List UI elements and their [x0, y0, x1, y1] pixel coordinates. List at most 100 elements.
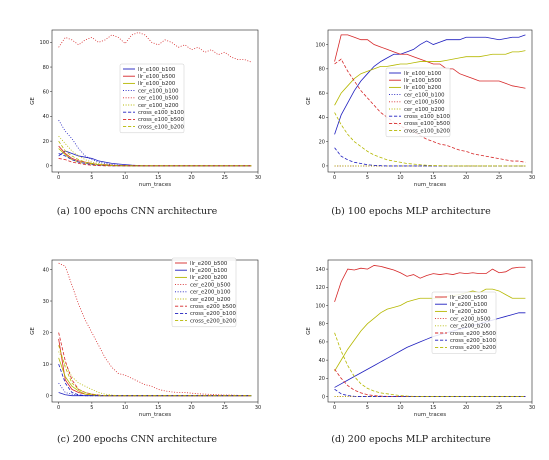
legend-box — [385, 67, 451, 138]
series-line-llr_e100_b500 — [334, 34, 526, 89]
x-tick-label: 20 — [463, 175, 469, 181]
y-tick-label: 10 — [43, 362, 49, 368]
series-line-cer_e200_b100 — [58, 382, 252, 397]
legend-entry: cross_e200_b200 — [190, 318, 237, 324]
chart-c: 0 5 10 15 20 25 30 0 10 20 30 40 num_traces GE llr_e20… — [30, 257, 261, 418]
series-line-cer_e100_b200 — [58, 135, 252, 167]
legend: llr_e100_b100llr_e100_b500llr_e100_b200c… — [119, 63, 185, 134]
series-line-cross_e100_b200 — [58, 140, 252, 167]
legend-entry: llr_e200_b500 — [190, 261, 228, 267]
legend-entry: cer_e200_b500 — [450, 316, 491, 322]
y-tick-label: 80 — [319, 67, 325, 73]
series-line-cross_e100_b500 — [334, 58, 526, 163]
y-tick-label: 60 — [319, 340, 325, 346]
x-tick-label: 0 — [333, 175, 336, 181]
legend-entry: llr_e100_b200 — [138, 81, 176, 87]
y-tick-label: 40 — [43, 114, 49, 120]
y-tick-label: 100 — [39, 40, 49, 46]
series-line-llr_e200_b200 — [58, 357, 252, 397]
x-tick-label: 5 — [366, 175, 369, 181]
legend-entry: cer_e200_b100 — [190, 290, 231, 296]
series-line-cross_e100_b100 — [334, 147, 526, 167]
x-tick-label: 30 — [255, 175, 261, 181]
x-axis-label: num_traces — [414, 412, 446, 418]
y-tick-label: 40 — [319, 115, 325, 121]
legend: llr_e200_b500llr_e200_b100llr_e200_b200c… — [171, 257, 237, 328]
y-tick-label: 20 — [43, 330, 49, 336]
chart-a: 0 5 10 15 20 25 30 0 20 40 60 80 100 num_traces GE llr_… — [30, 29, 261, 188]
series-line-cross_e200_b100 — [334, 388, 526, 397]
legend-entry: cross_e100_b100 — [138, 110, 185, 116]
y-tick-label: 0 — [46, 164, 49, 170]
chart-panel-d: 0 5 10 15 20 25 30 0 20 40 60 80 100 120 140 num_traces… — [274, 230, 548, 460]
caption-a: (a) 100 epochs CNN architecture — [56, 206, 218, 217]
y-tick-label: 60 — [319, 91, 325, 97]
legend-entry: cross_e100_b500 — [138, 117, 185, 123]
y-tick-label: 140 — [315, 267, 325, 273]
series-line-cer_e200_b200 — [58, 351, 252, 397]
x-tick-label: 5 — [90, 175, 93, 181]
x-tick-label: 25 — [222, 175, 228, 181]
y-tick-label: 40 — [319, 358, 325, 364]
x-tick-label: 25 — [222, 405, 228, 411]
legend-entry: llr_e200_b100 — [190, 268, 228, 274]
x-tick-label: 20 — [463, 405, 469, 411]
legend-entry: llr_e100_b500 — [404, 78, 442, 84]
series-line-cross_e100_b500 — [58, 158, 252, 167]
legend-entry: llr_e100_b500 — [138, 74, 176, 80]
series-line-cross_e100_b200 — [334, 112, 526, 167]
x-tick-label: 15 — [155, 405, 161, 411]
y-tick-label: 0 — [322, 394, 325, 400]
legend-entry: cross_e200_b100 — [450, 338, 497, 344]
legend-entry: cer_e100_b200 — [138, 103, 179, 109]
series-line-cross_e200_b100 — [58, 363, 252, 397]
legend-entry: cross_e200_b100 — [190, 311, 237, 317]
y-tick-label: 20 — [319, 139, 325, 145]
series-line-llr_e100_b100 — [334, 34, 526, 135]
legend-box — [171, 257, 237, 328]
y-tick-label: 20 — [319, 376, 325, 382]
legend-entry: llr_e100_b100 — [138, 67, 176, 73]
chart-panel-c: 0 5 10 15 20 25 30 0 10 20 30 40 num_traces GE llr_e20… — [0, 230, 274, 460]
x-axis-label: num_traces — [414, 182, 446, 188]
legend-entry: cer_e100_b200 — [404, 107, 445, 113]
y-tick-label: 120 — [315, 285, 325, 291]
chart-panel-b: 0 5 10 15 20 25 30 0 20 40 60 80 100 num_traces GE llr_… — [274, 0, 548, 230]
y-tick-label: 0 — [322, 164, 325, 170]
legend-entry: llr_e100_b100 — [404, 71, 442, 77]
legend-entry: cross_e200_b500 — [190, 304, 237, 310]
axes-frame — [51, 259, 259, 403]
series-line-llr_e200_b200 — [334, 288, 526, 372]
chart-d: 0 5 10 15 20 25 30 0 20 40 60 80 100 120 140 num_traces… — [306, 259, 535, 418]
legend-entry: cer_e100_b500 — [404, 100, 445, 106]
x-tick-label: 30 — [255, 405, 261, 411]
series-line-cross_e200_b200 — [334, 332, 526, 397]
legend-entry: cer_e200_b200 — [450, 324, 491, 330]
x-tick-label: 30 — [529, 175, 535, 181]
y-axis-label: GE — [306, 97, 312, 105]
legend-entry: cer_e100_b100 — [404, 92, 445, 98]
x-tick-label: 15 — [430, 175, 436, 181]
series-line-cross_e200_b500 — [334, 368, 526, 397]
legend-entry: cross_e100_b200 — [404, 128, 451, 134]
x-tick-label: 5 — [90, 405, 93, 411]
x-tick-label: 25 — [496, 175, 502, 181]
x-tick-label: 20 — [188, 405, 194, 411]
x-tick-label: 0 — [57, 175, 60, 181]
caption-d: (d) 200 epochs MLP architecture — [331, 434, 491, 445]
y-axis-label: GE — [306, 327, 312, 335]
legend: llr_e100_b100llr_e100_b500llr_e100_b200c… — [385, 67, 451, 138]
legend-box — [431, 291, 497, 354]
x-tick-label: 0 — [333, 405, 336, 411]
series-line-llr_e200_b100 — [334, 312, 526, 388]
y-tick-label: 100 — [315, 42, 325, 48]
legend-entry: cross_e100_b100 — [404, 114, 451, 120]
y-tick-label: 100 — [315, 303, 325, 309]
legend-entry: llr_e200_b500 — [450, 295, 488, 301]
chart-panel-a: 0 5 10 15 20 25 30 0 20 40 60 80 100 num_traces GE llr_… — [0, 0, 274, 230]
legend-box — [119, 63, 185, 134]
x-tick-label: 10 — [397, 175, 403, 181]
legend-entry: cer_e100_b100 — [138, 88, 179, 94]
legend-entry: cer_e200_b200 — [190, 297, 231, 303]
x-tick-label: 20 — [188, 175, 194, 181]
